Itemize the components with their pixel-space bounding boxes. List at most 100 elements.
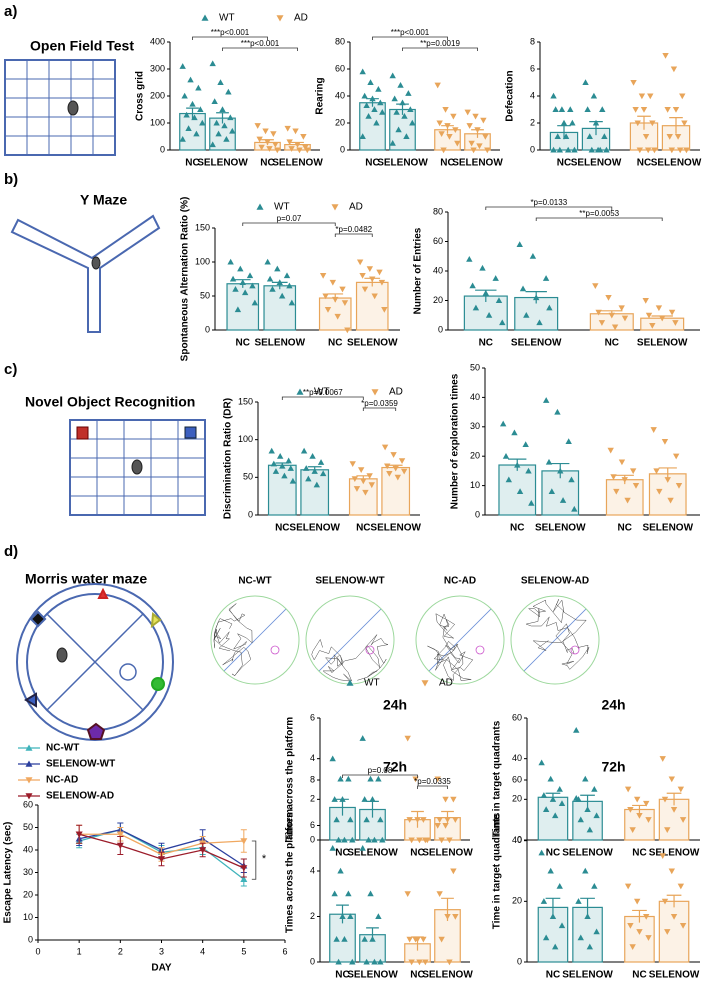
cue	[86, 722, 106, 740]
data-point	[309, 453, 316, 459]
data-point	[474, 127, 481, 133]
y-axis-label: Cross grid	[135, 71, 146, 121]
data-point	[404, 891, 411, 897]
data-point	[550, 146, 557, 153]
data-point	[359, 273, 366, 279]
data-point	[592, 119, 600, 126]
significance-label: p=0.08	[368, 766, 393, 775]
panel-title: Open Field Test	[30, 38, 134, 54]
x-tick-label: NC	[365, 158, 379, 169]
data-point	[339, 286, 346, 293]
quadrant	[318, 608, 382, 672]
y-tick-label: 20	[512, 794, 522, 804]
swim-path	[213, 603, 253, 677]
chart-title: 72h	[601, 759, 625, 775]
data-point	[329, 755, 336, 762]
data-point	[313, 481, 321, 488]
data-point	[397, 82, 404, 88]
platform	[570, 645, 580, 655]
error-bar	[637, 115, 651, 130]
data-point	[369, 95, 376, 102]
data-point	[360, 478, 367, 485]
x-tick-label: SELENOW	[272, 158, 323, 169]
y-tick-label: 100	[150, 117, 165, 127]
data-point	[303, 465, 310, 471]
legend-label: WT	[364, 678, 380, 689]
data-point	[371, 958, 378, 965]
data-point	[365, 113, 372, 119]
data-point	[229, 275, 237, 282]
data-point	[405, 90, 412, 96]
data-point	[556, 882, 563, 889]
data-point	[359, 133, 366, 140]
error-bar	[557, 125, 571, 140]
data-point	[519, 285, 527, 292]
significance-label: *p=0.0359	[361, 399, 398, 408]
data-point	[264, 139, 271, 146]
data-point	[446, 133, 453, 140]
data-point	[672, 106, 680, 113]
data-point	[272, 468, 280, 474]
pool	[210, 595, 300, 685]
data-point	[588, 146, 596, 153]
data-point	[601, 133, 608, 140]
significance-bracket	[417, 785, 448, 789]
data-point	[468, 140, 475, 147]
x-axis-label: DAY	[151, 963, 172, 974]
mouse	[56, 647, 68, 663]
data-point	[311, 468, 318, 474]
panel-title: Y Maze	[80, 192, 127, 208]
legend-marker	[25, 744, 33, 751]
data-point	[672, 453, 680, 460]
data-point	[384, 463, 391, 470]
data-point	[369, 796, 376, 802]
data-point	[666, 133, 673, 140]
panel-label: a)	[4, 3, 17, 20]
data-point	[193, 130, 200, 137]
data-point	[324, 307, 332, 313]
data-point	[305, 475, 312, 482]
y-tick-label: 4	[310, 865, 315, 875]
x-tick-label: SELENOW	[562, 970, 613, 981]
data-point	[389, 140, 396, 146]
x-tick-label: NC	[335, 848, 349, 859]
data-point	[377, 816, 384, 823]
data-point	[603, 146, 610, 153]
y-tick-label: 0	[160, 144, 165, 154]
data-point	[643, 913, 650, 920]
data-point	[362, 489, 369, 496]
y-tick-label: 40	[470, 392, 480, 402]
data-point	[270, 460, 278, 467]
quadrant-lines	[46, 613, 144, 711]
data-point	[381, 444, 389, 451]
significance-bracket	[192, 36, 268, 40]
data-point	[629, 827, 636, 834]
data-point	[582, 867, 589, 874]
significance-bracket	[485, 206, 613, 210]
y-tick-label: 50	[470, 362, 480, 372]
data-point	[199, 847, 207, 854]
data-point	[219, 106, 226, 113]
data-point	[629, 468, 637, 475]
data-point	[339, 913, 346, 920]
data-point	[395, 126, 402, 133]
data-point	[452, 817, 459, 823]
data-point	[528, 500, 535, 506]
data-point	[522, 441, 529, 447]
data-point	[249, 282, 256, 289]
data-point	[377, 958, 384, 965]
data-point	[347, 913, 354, 920]
chart-title: 24h	[601, 697, 625, 713]
data-point	[334, 313, 341, 320]
data-point	[656, 488, 663, 495]
data-point	[516, 241, 523, 248]
y-tick-label: 6	[310, 820, 315, 830]
data-point	[408, 959, 415, 966]
data-point	[634, 120, 641, 127]
open-field-diagram	[4, 59, 116, 156]
data-point	[649, 120, 656, 127]
data-point	[240, 865, 248, 872]
data-point	[571, 505, 578, 512]
data-point	[400, 468, 408, 475]
legend-marker	[346, 679, 354, 686]
